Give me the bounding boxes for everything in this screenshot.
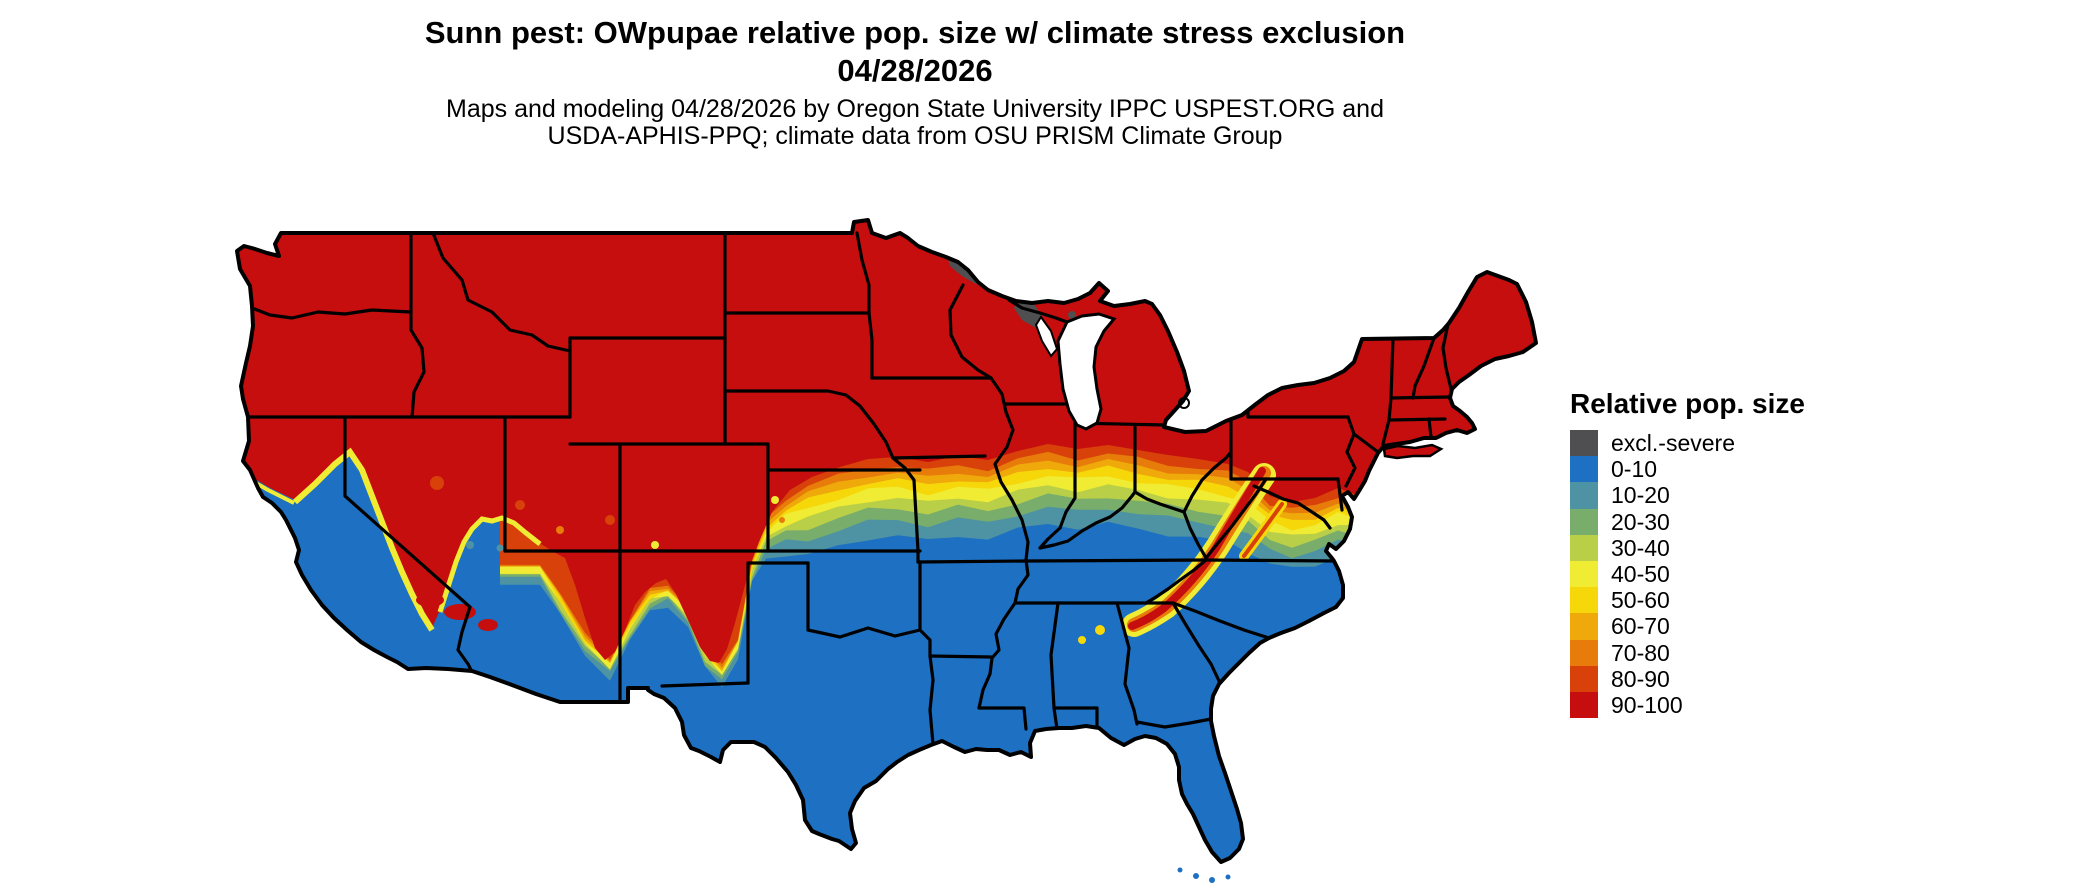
subtitle-block: Maps and modeling 04/28/2026 by Oregon S… — [230, 96, 1600, 150]
legend-swatch — [1570, 534, 1598, 561]
legend-item-8: 70-80 — [1570, 639, 1870, 666]
legend-item-9: 80-90 — [1570, 665, 1870, 692]
legend-item-0: excl.-severe — [1570, 430, 1870, 457]
legend-label: 50-60 — [1611, 587, 1670, 614]
long-island — [1382, 443, 1444, 460]
legend-item-5: 40-50 — [1570, 560, 1870, 588]
legend-label: 60-70 — [1611, 613, 1670, 640]
legend-item-2: 10-20 — [1570, 482, 1870, 509]
legend-label: 10-20 — [1611, 482, 1670, 509]
legend-item-6: 50-60 — [1570, 587, 1870, 614]
legend-item-1: 0-10 — [1570, 456, 1870, 483]
title-block: Sunn pest: OWpupae relative pop. size w/… — [230, 14, 1600, 90]
legend-swatch — [1570, 508, 1598, 535]
legend-item-10: 90-100 — [1570, 691, 1870, 719]
legend-item-4: 30-40 — [1570, 534, 1870, 561]
legend-label: 80-90 — [1611, 665, 1670, 692]
legend-swatch — [1570, 560, 1598, 588]
state-borders — [246, 231, 1453, 746]
legend-swatch — [1570, 587, 1598, 614]
map-title-line2: 04/28/2026 — [837, 53, 993, 88]
raster-layer — [237, 220, 1536, 862]
legend-label: 20-30 — [1611, 508, 1670, 535]
florida-keys — [1177, 867, 1231, 883]
legend-label: excl.-severe — [1611, 430, 1735, 456]
legend-item-7: 60-70 — [1570, 613, 1870, 640]
legend-label: 30-40 — [1611, 534, 1670, 561]
legend-title: Relative pop. size — [1570, 388, 1805, 419]
legend-swatch — [1570, 482, 1598, 509]
legend-rows: excl.-severe 0-10 10-20 20-30 30-40 40-50 50-6… — [1570, 430, 1870, 719]
legend-label: 0-10 — [1611, 456, 1658, 483]
legend-label: 90-100 — [1611, 691, 1683, 718]
legend-swatch — [1570, 665, 1598, 692]
legend-swatch — [1570, 430, 1598, 457]
legend-label: 40-50 — [1611, 560, 1670, 587]
legend-swatch — [1570, 691, 1598, 719]
legend-label: 70-80 — [1611, 639, 1670, 666]
map-subtitle-line2: USDA-APHIS-PPQ; climate data from OSU PR… — [547, 122, 1283, 150]
legend-swatch — [1570, 456, 1598, 483]
map-title-line1: Sunn pest: OWpupae relative pop. size w/… — [424, 15, 1406, 50]
conus-outline — [235, 218, 1538, 864]
legend-swatch — [1570, 639, 1598, 666]
map-subtitle-line1: Maps and modeling 04/28/2026 by Oregon S… — [446, 95, 1384, 123]
legend-swatch — [1570, 613, 1598, 640]
legend: Relative pop. size excl.-severe 0-10 10-20… — [1570, 388, 1870, 719]
legend-item-3: 20-30 — [1570, 508, 1870, 535]
